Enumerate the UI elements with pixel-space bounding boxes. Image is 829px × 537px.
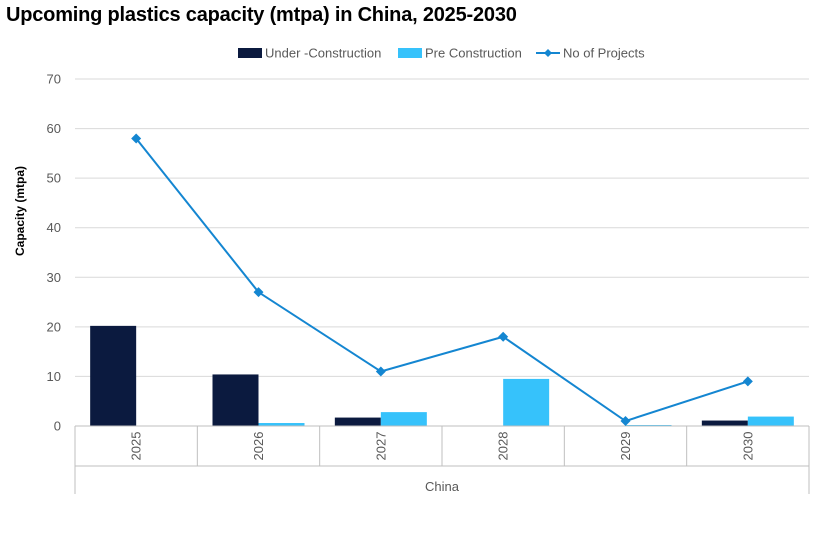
y-tick-label: 60 [47, 121, 61, 136]
y-tick-label: 20 [47, 319, 61, 334]
y-axis-label: Capacity (mtpa) [13, 166, 27, 256]
bar-under-construction-2030 [701, 420, 748, 426]
point-no-of-projects-2027 [375, 366, 386, 377]
point-no-of-projects-2028 [498, 331, 509, 342]
point-no-of-projects-2025 [131, 133, 142, 144]
y-tick-label: 10 [47, 369, 61, 384]
y-tick-label: 40 [47, 220, 61, 235]
x-tick-label: 2028 [496, 432, 511, 461]
x-tick-label: 2025 [129, 432, 144, 461]
legend: Under -Construction Pre Construction No of… [238, 46, 645, 61]
legend-label: Pre Construction [425, 46, 522, 61]
y-tick-label: 0 [54, 419, 61, 434]
y-tick-label: 30 [47, 270, 61, 285]
gridlines [75, 78, 809, 377]
point-no-of-projects-2026 [253, 287, 264, 298]
x-tick-label: 2030 [740, 432, 755, 461]
legend-label: Under -Construction [265, 46, 381, 61]
chart-title: Upcoming plastics capacity (mtpa) in Chi… [6, 4, 517, 26]
bar-pre-construction-2027 [380, 412, 427, 426]
bar-pre-construction-2028 [503, 378, 550, 426]
bar-under-construction-2025 [90, 325, 137, 426]
x-axis-group-label: China [425, 479, 460, 494]
bar-pre-construction-2026 [258, 423, 305, 426]
bar-under-construction-2026 [212, 374, 259, 426]
bars [90, 325, 794, 426]
x-tick-label: 2029 [618, 432, 633, 461]
legend-swatch [238, 48, 262, 58]
point-no-of-projects-2029 [620, 416, 631, 427]
legend-label: No of Projects [563, 46, 645, 61]
x-axis: 2025 2026 2027 2028 2029 2030 [74, 425, 810, 494]
y-tick-label: 70 [47, 72, 61, 87]
point-no-of-projects-2030 [742, 376, 753, 387]
bar-under-construction-2027 [334, 417, 381, 426]
projects-line [131, 133, 753, 427]
bar-pre-construction-2030 [747, 416, 794, 426]
x-tick-label: 2027 [373, 432, 388, 461]
x-tick-label: 2026 [251, 432, 266, 461]
y-tick-label: 50 [47, 171, 61, 186]
legend-swatch [398, 48, 422, 58]
line-no-of-projects [135, 137, 749, 423]
legend-swatch-marker [544, 49, 552, 57]
y-axis-ticks: 0 10 20 30 40 50 60 70 [47, 72, 61, 434]
